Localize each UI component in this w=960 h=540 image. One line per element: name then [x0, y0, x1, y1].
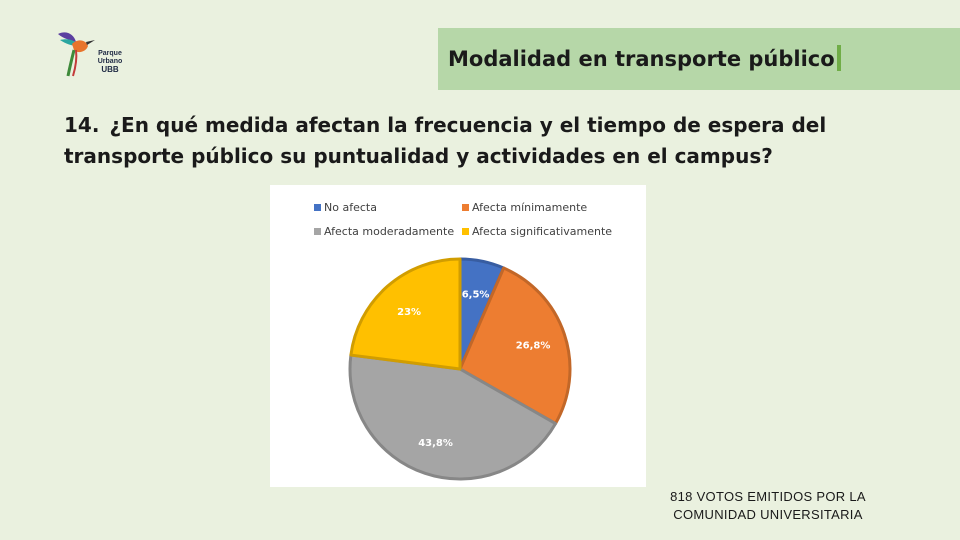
data-label: 23%: [397, 307, 421, 318]
data-label: 6,5%: [462, 290, 490, 301]
footnote-line: 818 VOTOS EMITIDOS POR LA: [670, 489, 866, 504]
question: 14. ¿En qué medida afectan la frecuencia …: [64, 110, 924, 172]
logo-line: Urbano: [97, 58, 123, 65]
legend-label: No afecta: [324, 201, 377, 214]
legend-label: Afecta mínimamente: [472, 201, 588, 214]
question-text: ¿En qué medida afectan la frecuencia y e…: [64, 113, 827, 168]
legend-label: Afecta significativamente: [472, 225, 613, 238]
hummingbird-icon: [58, 32, 95, 77]
legend-item: Afecta moderadamente: [314, 225, 454, 238]
logo-text: Parque Urbano UBB: [90, 50, 130, 74]
vote-count-note: 818 VOTOS EMITIDOS POR LA COMUNIDAD UNIV…: [648, 488, 888, 524]
pie-chart: 6,5% 26,8% 43,8% 23%: [348, 257, 572, 481]
logo-line: UBB: [101, 65, 119, 74]
legend-item: Afecta mínimamente: [462, 201, 587, 214]
legend-swatch: [462, 204, 469, 211]
legend-swatch: [314, 228, 321, 235]
question-number: 14.: [64, 113, 100, 137]
footnote-line: COMUNIDAD UNIVERSITARIA: [673, 507, 863, 522]
pie-slice: [349, 257, 462, 371]
logo: Parque Urbano UBB: [52, 24, 132, 80]
chart-panel: No afecta Afecta mínimamente Afecta mode…: [270, 185, 646, 487]
page-title: Modalidad en transporte público: [448, 45, 841, 71]
legend-swatch: [314, 204, 321, 211]
legend-item: No afecta: [314, 201, 377, 214]
header-band: Modalidad en transporte público: [438, 28, 960, 90]
legend-swatch: [462, 228, 469, 235]
pie-slice: [348, 353, 557, 481]
legend-label: Afecta moderadamente: [324, 225, 455, 238]
data-label: 43,8%: [418, 438, 453, 449]
logo-line: Parque: [98, 50, 122, 57]
data-label: 26,8%: [516, 341, 551, 352]
legend-item: Afecta significativamente: [462, 225, 612, 238]
